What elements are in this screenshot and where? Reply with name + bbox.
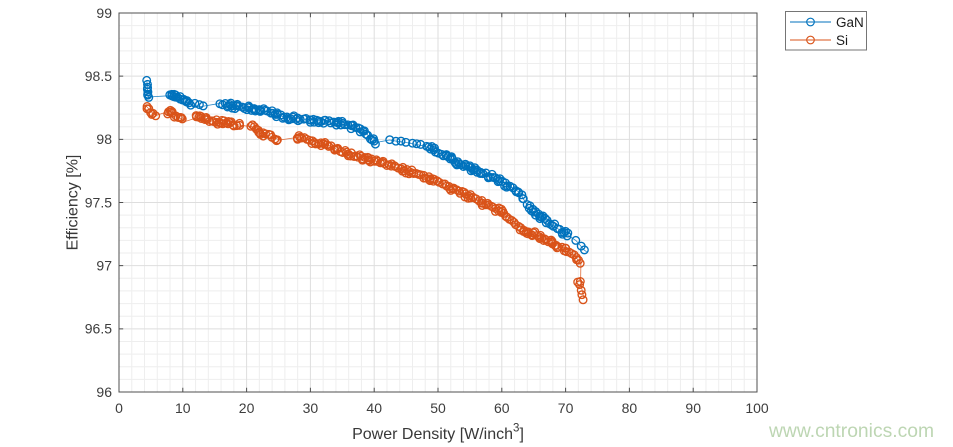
svg-text:97: 97	[96, 258, 112, 274]
svg-text:30: 30	[303, 400, 319, 416]
svg-text:www.cntronics.com: www.cntronics.com	[768, 421, 934, 442]
svg-text:96: 96	[96, 384, 112, 400]
svg-text:96.5: 96.5	[85, 321, 112, 337]
svg-text:70: 70	[558, 400, 574, 416]
svg-text:90: 90	[685, 400, 701, 416]
svg-text:100: 100	[745, 400, 769, 416]
svg-text:50: 50	[430, 400, 446, 416]
svg-text:20: 20	[239, 400, 255, 416]
svg-text:Efficiency [%]: Efficiency [%]	[65, 155, 82, 251]
svg-text:98: 98	[96, 131, 112, 147]
svg-text:40: 40	[366, 400, 382, 416]
svg-text:60: 60	[494, 400, 510, 416]
svg-text:98.5: 98.5	[85, 68, 112, 84]
svg-text:97.5: 97.5	[85, 194, 112, 210]
svg-text:Power Density [W/inch3]: Power Density [W/inch3]	[352, 423, 524, 444]
svg-text:10: 10	[175, 400, 191, 416]
svg-text:Si: Si	[836, 33, 848, 48]
svg-text:0: 0	[115, 400, 123, 416]
svg-text:80: 80	[622, 400, 638, 416]
svg-text:99: 99	[96, 5, 112, 21]
svg-text:GaN: GaN	[836, 15, 864, 30]
